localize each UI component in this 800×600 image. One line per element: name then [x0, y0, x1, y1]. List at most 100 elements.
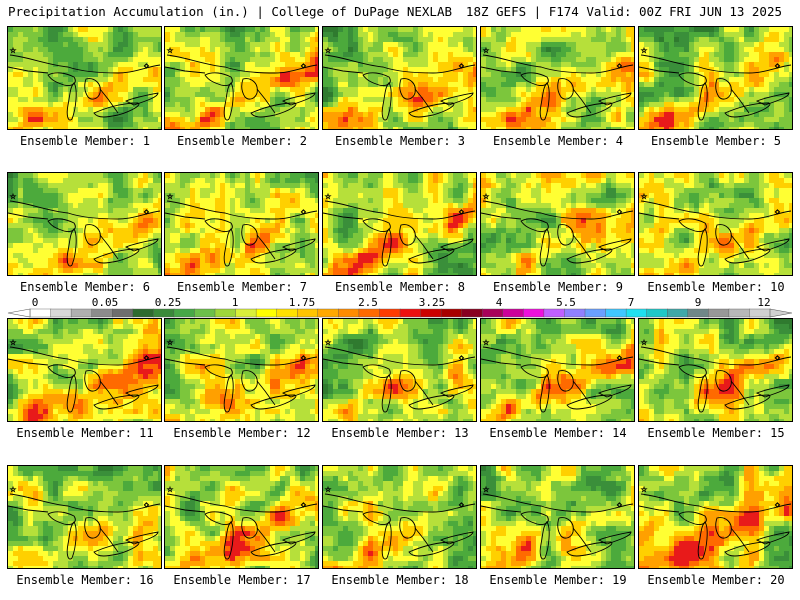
- lake-outline: [697, 374, 708, 413]
- lake-outline: [640, 200, 792, 220]
- lake-outline: [539, 228, 550, 267]
- colorbar-swatch: [194, 308, 216, 318]
- location-star-marker: ☆: [325, 45, 331, 56]
- colorbar-swatch: [29, 308, 52, 318]
- lake-outline: [166, 54, 318, 74]
- colorbar-swatch: [132, 308, 155, 318]
- lake-outline: [166, 346, 318, 366]
- lake-outline: [166, 200, 318, 220]
- colorbar-swatch: [564, 308, 586, 318]
- state-border: [99, 234, 119, 260]
- colorbar-swatch: [379, 308, 401, 318]
- colorbar-swatch: [749, 308, 771, 318]
- ensemble-member-label: Ensemble Member: 12: [173, 426, 311, 440]
- precip-field: ☆◇: [165, 319, 318, 421]
- precip-field: ☆◇: [639, 319, 792, 421]
- lake-outline: [640, 346, 792, 366]
- colorbar-tick-label: 1: [231, 296, 239, 309]
- ensemble-member-label: Ensemble Member: 10: [647, 280, 785, 294]
- state-border: [256, 380, 276, 406]
- lake-outline: [755, 384, 790, 398]
- colorbar-swatch: [461, 308, 483, 318]
- lake-outline: [408, 248, 455, 264]
- colorbar-swatch: [399, 308, 422, 318]
- lake-outline: [281, 531, 316, 545]
- ensemble-member-label: Ensemble Member: 5: [650, 134, 782, 148]
- precip-field: ☆◇: [481, 27, 634, 129]
- lake-outline: [241, 78, 258, 100]
- state-border: [8, 358, 49, 366]
- precip-field: ☆◇: [165, 466, 318, 568]
- colorbar-swatch: [91, 308, 113, 318]
- location-diamond-marker: ◇: [144, 61, 149, 70]
- ensemble-member-map: ☆ ◇: [164, 26, 319, 130]
- ensemble-member-map: ☆ ◇: [638, 26, 793, 130]
- lake-outline: [724, 102, 771, 118]
- state-border: [165, 358, 206, 366]
- location-star-marker: ☆: [325, 337, 331, 348]
- precip-colorbar: 0 0.05 0.25 1 1.75 2.5 3.25 4 5.5 7 9 12: [0, 296, 800, 320]
- state-border: [323, 505, 364, 513]
- precip-field: ☆◇: [639, 27, 792, 129]
- colorbar-swatch: [728, 308, 751, 318]
- colorbar-swatch: [214, 308, 237, 318]
- ensemble-member-map: ☆ ◇: [322, 318, 477, 422]
- ensemble-member-map: ☆ ◇: [480, 26, 635, 130]
- colorbar-swatch: [625, 308, 648, 318]
- colorbar-swatch: [317, 308, 340, 318]
- ensemble-member-label: Ensemble Member: 15: [647, 426, 785, 440]
- location-star-marker: ☆: [641, 484, 647, 495]
- location-star-marker: ☆: [325, 191, 331, 202]
- ensemble-member-map: ☆ ◇: [638, 318, 793, 422]
- lake-outline: [93, 394, 140, 410]
- lake-outline: [539, 82, 550, 121]
- ensemble-member-map: ☆ ◇: [638, 465, 793, 569]
- colorbar-swatch: [440, 308, 463, 318]
- lake-outline: [281, 92, 316, 106]
- lake-outline: [66, 521, 77, 560]
- lake-outline: [124, 92, 159, 106]
- lake-outline: [381, 82, 392, 121]
- state-border: [572, 234, 592, 260]
- lake-outline: [324, 54, 476, 74]
- colorbar-swatch: [297, 308, 319, 318]
- state-border: [481, 358, 522, 366]
- colorbar-tick-label: 1.75: [288, 296, 316, 309]
- state-border: [481, 212, 522, 220]
- location-star-marker: ☆: [167, 337, 173, 348]
- colorbar-swatch: [482, 308, 504, 318]
- lake-outline: [223, 374, 234, 413]
- lake-outline: [597, 384, 632, 398]
- lake-outline: [66, 82, 77, 121]
- state-border: [165, 212, 206, 220]
- colorbar-swatch: [605, 308, 627, 318]
- location-star-marker: ☆: [483, 484, 489, 495]
- state-border: [481, 66, 522, 74]
- ensemble-member-map: ☆ ◇: [7, 318, 162, 422]
- lake-outline: [715, 78, 732, 100]
- state-border: [414, 88, 434, 114]
- colorbar-tick-label: 0.25: [154, 296, 182, 309]
- state-border: [256, 234, 276, 260]
- colorbar-tick-label: 3.25: [418, 296, 446, 309]
- state-border: [323, 66, 364, 74]
- location-star-marker: ☆: [10, 484, 16, 495]
- lake-outline: [241, 517, 258, 539]
- state-border: [639, 358, 680, 366]
- colorbar-swatch: [584, 308, 607, 318]
- precip-field: ☆◇: [323, 466, 476, 568]
- lake-outline: [9, 346, 161, 366]
- colorbar-swatch: [153, 308, 175, 318]
- lake-outline: [324, 200, 476, 220]
- lake-outline: [241, 370, 258, 392]
- state-border: [730, 234, 750, 260]
- lake-outline: [223, 228, 234, 267]
- colorbar-swatch: [502, 308, 525, 318]
- lake-outline: [381, 521, 392, 560]
- state-border: [730, 380, 750, 406]
- lake-outline: [557, 370, 574, 392]
- lake-outline: [439, 531, 474, 545]
- location-star-marker: ☆: [483, 191, 489, 202]
- colorbar-tick-label: 5.5: [556, 296, 576, 309]
- location-diamond-marker: ◇: [459, 500, 464, 509]
